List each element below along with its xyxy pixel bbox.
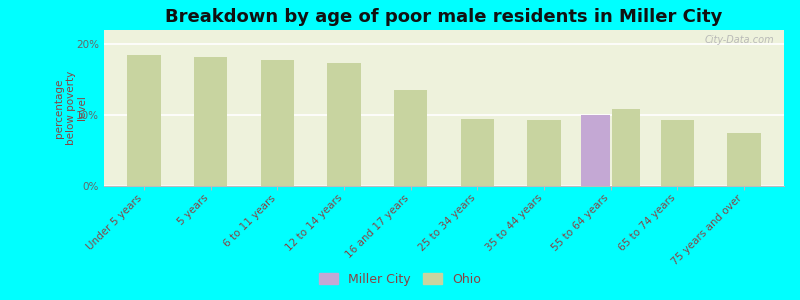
Bar (612, 110, 640, 186)
Bar (661, 120, 694, 186)
Bar (461, 118, 494, 186)
Title: Breakdown by age of poor male residents in Miller City: Breakdown by age of poor male residents … (166, 8, 722, 26)
Bar (127, 55, 161, 186)
Bar (261, 60, 294, 186)
Bar (527, 120, 561, 186)
Bar (394, 90, 427, 186)
Bar (194, 57, 227, 186)
Legend: Miller City, Ohio: Miller City, Ohio (314, 268, 486, 291)
Bar (327, 63, 361, 186)
Bar (727, 133, 761, 186)
Y-axis label: percentage
below poverty
level: percentage below poverty level (54, 71, 87, 145)
Bar (581, 115, 610, 186)
Text: City-Data.com: City-Data.com (704, 35, 774, 45)
